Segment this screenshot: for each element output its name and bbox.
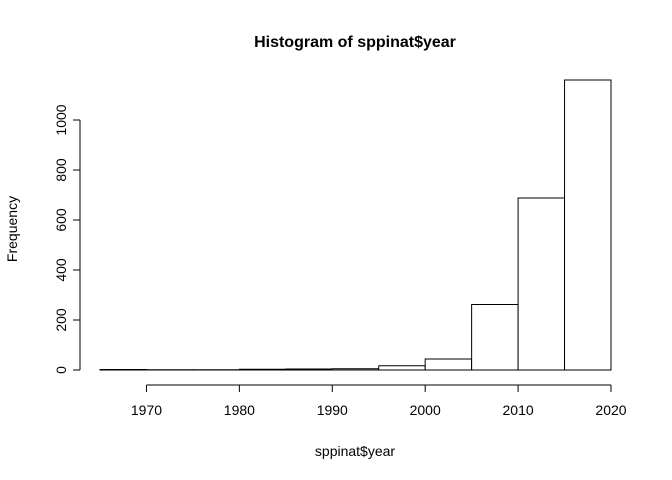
x-tick-label: 1990 [317, 402, 348, 418]
y-tick-label: 200 [53, 308, 69, 332]
histogram-bar [378, 365, 426, 371]
histogram-bar [517, 197, 566, 371]
y-tick-label: 800 [53, 158, 69, 182]
chart-title: Histogram of sppinat$year [254, 34, 456, 51]
histogram-bar [285, 368, 333, 371]
x-axis: 1970 1980 1990 2000 2010 2020 [131, 384, 627, 418]
y-tick-label: 1000 [53, 104, 69, 135]
y-axis-label: Frequency [4, 196, 20, 262]
x-tick-label: 2020 [595, 402, 626, 418]
x-axis-label: sppinat$year [315, 443, 396, 459]
x-tick-label: 2010 [503, 402, 534, 418]
x-tick-label: 1980 [224, 402, 255, 418]
histogram-bar [424, 358, 473, 371]
histogram-bar [331, 368, 380, 371]
histogram-bar [99, 369, 147, 371]
histogram-bar [564, 79, 612, 371]
x-tick-label: 2000 [410, 402, 441, 418]
y-axis: 0 200 400 600 800 1000 [53, 104, 81, 374]
bars-group [99, 79, 612, 371]
histogram-bar [471, 304, 519, 371]
x-tick-label: 1970 [131, 402, 162, 418]
y-tick-label: 600 [53, 208, 69, 232]
histogram-bar [238, 368, 287, 371]
y-tick-label: 400 [53, 258, 69, 282]
y-tick-label: 0 [53, 366, 69, 374]
